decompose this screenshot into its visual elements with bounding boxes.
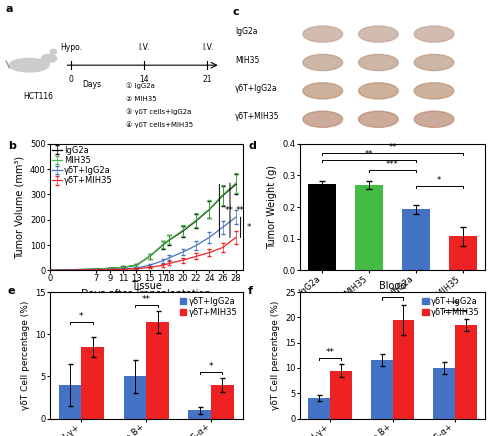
Bar: [355, 185, 383, 270]
Text: γδT+IgG2a: γδT+IgG2a: [236, 84, 278, 93]
Text: **: **: [225, 206, 234, 215]
Text: **: **: [365, 150, 374, 159]
Text: 21: 21: [202, 75, 212, 84]
Text: ④ γδT cells+MIH35: ④ γδT cells+MIH35: [126, 121, 193, 128]
Ellipse shape: [414, 111, 454, 127]
Text: *: *: [209, 362, 214, 371]
Bar: [146, 322, 169, 419]
Text: ① IgG2a: ① IgG2a: [126, 83, 155, 89]
Bar: [433, 368, 455, 419]
Text: HCT116: HCT116: [23, 92, 53, 101]
Text: ② MIH35: ② MIH35: [126, 95, 156, 102]
Ellipse shape: [303, 83, 343, 99]
Bar: [308, 399, 330, 419]
Ellipse shape: [50, 49, 56, 54]
Ellipse shape: [303, 111, 343, 127]
Bar: [455, 325, 476, 419]
Text: **: **: [326, 348, 334, 357]
Text: I.V.: I.V.: [138, 43, 149, 51]
Text: a: a: [5, 4, 12, 14]
Bar: [59, 385, 82, 419]
Bar: [308, 184, 336, 270]
Text: *: *: [246, 223, 251, 232]
Ellipse shape: [42, 54, 56, 62]
Legend: γδT+IgG2a, γδT+MIH35: γδT+IgG2a, γδT+MIH35: [421, 296, 481, 317]
Bar: [402, 209, 430, 270]
Text: **: **: [236, 206, 245, 215]
Bar: [211, 385, 234, 419]
Text: ***: ***: [386, 160, 399, 169]
Y-axis label: γδT Cell percentage (%): γδT Cell percentage (%): [21, 301, 30, 410]
Bar: [392, 320, 414, 419]
Ellipse shape: [414, 26, 454, 42]
Text: **: **: [450, 300, 460, 309]
Text: MIH35: MIH35: [236, 56, 260, 65]
Ellipse shape: [358, 54, 399, 71]
Text: f: f: [248, 286, 253, 296]
Text: **: **: [142, 295, 151, 304]
Bar: [188, 410, 211, 419]
Bar: [82, 347, 104, 419]
Legend: IgG2a, MIH35, γδT+IgG2a, γδT+MIH35: IgG2a, MIH35, γδT+IgG2a, γδT+MIH35: [52, 146, 113, 185]
Text: I.V.: I.V.: [202, 43, 213, 51]
Ellipse shape: [414, 54, 454, 71]
Ellipse shape: [303, 26, 343, 42]
Ellipse shape: [358, 26, 399, 42]
Text: c: c: [232, 7, 239, 17]
Text: d: d: [248, 141, 256, 151]
Y-axis label: Tumor Volume (mm³): Tumor Volume (mm³): [14, 156, 24, 259]
Text: γδT+MIH35: γδT+MIH35: [236, 112, 280, 122]
Ellipse shape: [10, 58, 49, 72]
Ellipse shape: [414, 83, 454, 99]
X-axis label: Days after Transplantation: Days after Transplantation: [82, 289, 211, 299]
Title: Blood: Blood: [379, 281, 406, 291]
Ellipse shape: [303, 54, 343, 71]
Ellipse shape: [358, 83, 399, 99]
Text: Days: Days: [82, 80, 101, 89]
Text: 0: 0: [68, 75, 73, 84]
Text: *: *: [390, 287, 395, 296]
Text: *: *: [79, 312, 84, 321]
Y-axis label: Tumor Weight (g): Tumor Weight (g): [267, 165, 277, 249]
Bar: [330, 371, 352, 419]
Title: Tissue: Tissue: [131, 281, 162, 291]
Text: b: b: [8, 141, 16, 151]
Y-axis label: γδT Cell percentage (%): γδT Cell percentage (%): [271, 301, 280, 410]
Bar: [124, 376, 146, 419]
Bar: [448, 236, 476, 270]
Text: Hypo.: Hypo.: [60, 43, 82, 51]
Text: e: e: [8, 286, 15, 296]
Text: *: *: [437, 176, 442, 185]
Text: ③ γδT cells+IgG2a: ③ γδT cells+IgG2a: [126, 109, 192, 115]
Text: IgG2a: IgG2a: [236, 27, 258, 36]
Legend: γδT+IgG2a, γδT+MIH35: γδT+IgG2a, γδT+MIH35: [179, 296, 238, 317]
Ellipse shape: [358, 111, 399, 127]
Text: **: **: [388, 143, 397, 153]
Text: 14: 14: [139, 75, 148, 84]
Bar: [370, 361, 392, 419]
